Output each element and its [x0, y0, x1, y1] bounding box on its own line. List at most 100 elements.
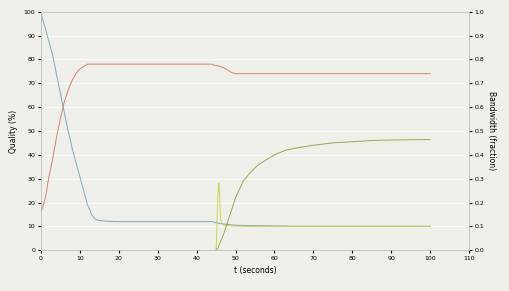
Bandwidth Allocated Cam 2 — [310, 143, 316, 147]
Bandwidth Allocated Cam 2 — [329, 141, 335, 145]
Bandwidth Allocated Cam 1 — [84, 62, 91, 66]
Bandwidth Allocated Cam 1 — [42, 198, 48, 202]
Bandwidth Allocated Cam 1 — [216, 65, 222, 68]
Quality Cam 2 — [215, 182, 221, 185]
Line: Quality Cam 2: Quality Cam 2 — [216, 183, 430, 250]
Quality Cam 2 — [215, 187, 221, 190]
Bandwidth Allocated Cam 1 — [73, 72, 79, 75]
Bandwidth Allocated Cam 1 — [116, 62, 122, 66]
Bandwidth Allocated Cam 2 — [216, 241, 222, 245]
Quality Cam 2 — [213, 229, 219, 233]
Bandwidth Allocated Cam 2 — [294, 146, 300, 149]
Bandwidth Allocated Cam 1 — [211, 64, 217, 67]
Bandwidth Allocated Cam 2 — [368, 139, 374, 142]
Bandwidth Allocated Cam 1 — [224, 68, 231, 72]
Quality Cam 2 — [349, 225, 355, 228]
Quality Cam 2 — [251, 225, 258, 228]
Quality Cam 2 — [224, 224, 231, 228]
Quality Cam 1 — [290, 224, 296, 228]
Bandwidth Allocated Cam 1 — [271, 72, 277, 75]
Bandwidth Allocated Cam 2 — [224, 220, 231, 223]
Bandwidth Allocated Cam 2 — [213, 249, 219, 252]
Bandwidth Allocated Cam 2 — [228, 208, 234, 212]
Line: Bandwidth Allocated Cam 2: Bandwidth Allocated Cam 2 — [216, 140, 430, 250]
Bandwidth Allocated Cam 1 — [387, 72, 393, 75]
Quality Cam 1 — [75, 167, 81, 171]
Quality Cam 2 — [214, 194, 220, 197]
Quality Cam 2 — [407, 225, 413, 228]
Quality Cam 2 — [216, 191, 222, 195]
Quality Cam 2 — [217, 210, 223, 214]
Bandwidth Allocated Cam 2 — [263, 158, 269, 161]
Bandwidth Allocated Cam 2 — [220, 232, 227, 235]
Bandwidth Allocated Cam 1 — [349, 72, 355, 75]
Bandwidth Allocated Cam 2 — [407, 138, 413, 141]
Quality Cam 1 — [216, 222, 222, 225]
Bandwidth Allocated Cam 1 — [228, 71, 234, 74]
Quality Cam 2 — [310, 225, 316, 228]
Bandwidth Allocated Cam 2 — [214, 246, 220, 250]
Quality Cam 2 — [220, 223, 227, 227]
Bandwidth Allocated Cam 2 — [240, 179, 246, 183]
Bandwidth Allocated Cam 1 — [174, 62, 180, 66]
Bandwidth Allocated Cam 1 — [40, 205, 46, 209]
Bandwidth Allocated Cam 2 — [282, 148, 289, 152]
Quality Cam 1 — [96, 219, 102, 222]
Quality Cam 1 — [38, 10, 44, 13]
Bandwidth Allocated Cam 1 — [220, 66, 227, 70]
Bandwidth Allocated Cam 1 — [43, 189, 49, 192]
Bandwidth Allocated Cam 1 — [213, 64, 219, 67]
Bandwidth Allocated Cam 1 — [76, 67, 82, 71]
Bandwidth Allocated Cam 1 — [57, 117, 63, 121]
Bandwidth Allocated Cam 1 — [53, 136, 60, 140]
Bandwidth Allocated Cam 1 — [232, 72, 238, 75]
Bandwidth Allocated Cam 1 — [329, 72, 335, 75]
Quality Cam 2 — [232, 224, 238, 228]
Bandwidth Allocated Cam 1 — [61, 101, 67, 104]
Bandwidth Allocated Cam 1 — [80, 65, 87, 68]
Bandwidth Allocated Cam 2 — [427, 138, 433, 141]
Bandwidth Allocated Cam 1 — [251, 72, 258, 75]
Line: Bandwidth Allocated Cam 1: Bandwidth Allocated Cam 1 — [41, 64, 430, 212]
Line: Quality Cam 1: Quality Cam 1 — [41, 12, 430, 226]
X-axis label: t (seconds): t (seconds) — [233, 266, 276, 275]
Bandwidth Allocated Cam 1 — [49, 158, 55, 161]
Quality Cam 2 — [290, 225, 296, 228]
Bandwidth Allocated Cam 1 — [45, 177, 51, 180]
Bandwidth Allocated Cam 2 — [349, 140, 355, 143]
Quality Cam 2 — [214, 203, 220, 207]
Bandwidth Allocated Cam 1 — [92, 62, 98, 66]
Bandwidth Allocated Cam 2 — [271, 153, 277, 157]
Bandwidth Allocated Cam 1 — [427, 72, 433, 75]
Quality Cam 1 — [39, 15, 45, 18]
Bandwidth Allocated Cam 1 — [38, 210, 44, 214]
Bandwidth Allocated Cam 1 — [310, 72, 316, 75]
Quality Cam 1 — [427, 224, 433, 228]
Bandwidth Allocated Cam 1 — [96, 62, 102, 66]
Bandwidth Allocated Cam 1 — [368, 72, 374, 75]
Bandwidth Allocated Cam 1 — [88, 62, 94, 66]
Bandwidth Allocated Cam 2 — [247, 170, 253, 173]
Bandwidth Allocated Cam 1 — [135, 62, 141, 66]
Quality Cam 2 — [329, 225, 335, 228]
Bandwidth Allocated Cam 2 — [232, 196, 238, 200]
Bandwidth Allocated Cam 1 — [407, 72, 413, 75]
Quality Cam 2 — [219, 222, 225, 226]
Bandwidth Allocated Cam 1 — [209, 62, 215, 66]
Quality Cam 2 — [213, 249, 219, 252]
Y-axis label: Bandwidth (fraction): Bandwidth (fraction) — [486, 91, 495, 171]
Quality Cam 2 — [387, 225, 393, 228]
Bandwidth Allocated Cam 2 — [387, 138, 393, 142]
Quality Cam 2 — [214, 215, 220, 219]
Bandwidth Allocated Cam 1 — [193, 62, 199, 66]
Quality Cam 2 — [216, 184, 222, 188]
Quality Cam 2 — [217, 217, 223, 221]
Quality Cam 2 — [213, 241, 219, 245]
Quality Cam 1 — [135, 220, 141, 223]
Y-axis label: Quality (%): Quality (%) — [9, 109, 18, 152]
Quality Cam 2 — [427, 225, 433, 228]
Bandwidth Allocated Cam 1 — [65, 89, 71, 92]
Bandwidth Allocated Cam 2 — [256, 163, 262, 166]
Bandwidth Allocated Cam 1 — [290, 72, 296, 75]
Quality Cam 2 — [216, 201, 222, 204]
